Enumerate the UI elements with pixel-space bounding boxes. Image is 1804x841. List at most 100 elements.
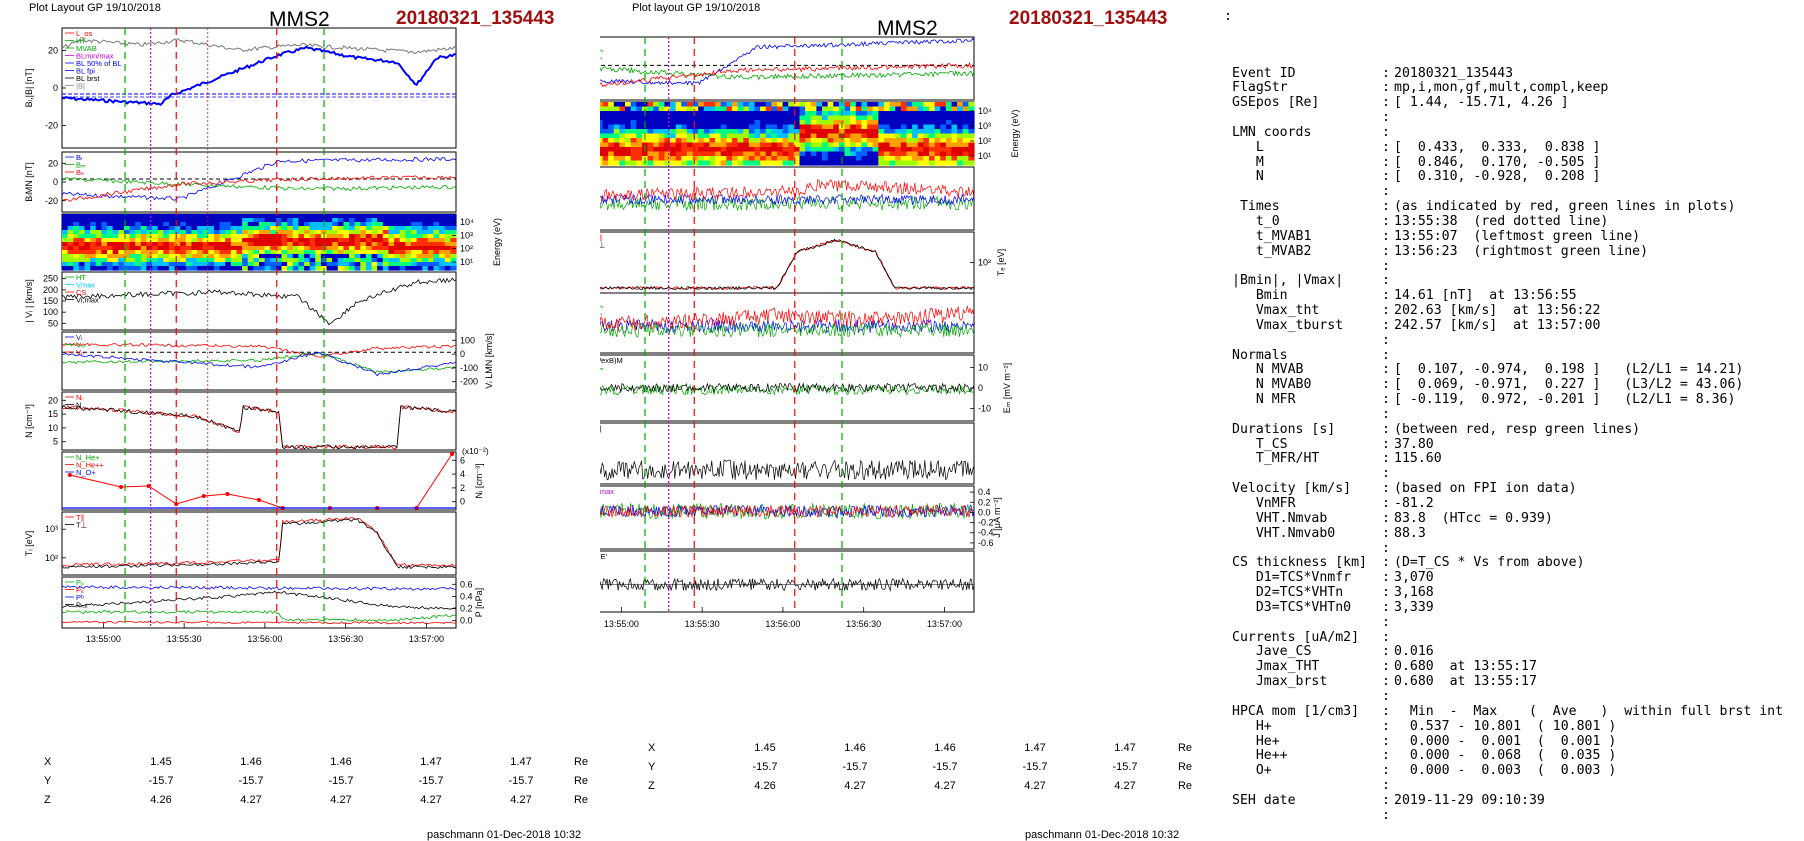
spectrogram-cell <box>365 242 373 247</box>
y-tick-label: -0.6 <box>978 538 994 548</box>
spectrogram-cell <box>427 234 435 239</box>
legend-entry: Vₗ <box>76 333 82 342</box>
spectrogram-cell <box>602 133 609 139</box>
spectrogram-cell <box>625 156 632 162</box>
middle-layout-label: Plot layout GP 19/10/2018 <box>632 2 761 14</box>
spectrogram-cell <box>951 147 958 153</box>
spectrogram-cell <box>422 230 429 235</box>
legend-entry: T∥ <box>76 513 84 522</box>
summary-key: Durations [s] <box>1232 421 1336 437</box>
spectrogram-cell <box>304 218 311 223</box>
spectrogram-cell <box>450 230 457 235</box>
spectrogram-cell <box>225 238 232 243</box>
spectrogram-cell <box>878 133 885 139</box>
y-tick-label: -0.4 <box>978 528 994 538</box>
he-point <box>146 484 151 488</box>
legend-entry: Vₘ <box>76 341 86 350</box>
spectrogram-cell <box>600 138 604 144</box>
spectrogram-cell <box>867 151 874 157</box>
spectrogram-cell <box>765 156 772 162</box>
spectrogram-cell <box>906 106 913 112</box>
spectrogram-cell <box>748 142 756 148</box>
spectrogram-cell <box>292 250 299 255</box>
spectrogram-cell <box>731 147 739 153</box>
spectrogram-cell <box>934 120 941 126</box>
spectrogram-cell <box>838 151 846 157</box>
spectrogram-cell <box>287 246 294 251</box>
spectrogram-cell <box>793 133 801 139</box>
panel-frame-ve <box>600 166 975 231</box>
spectrogram-cell <box>805 151 812 157</box>
left-ephemeris-table: X 1.45 1.46 1.46 1.47 1.47 Re Y -15.7 -15.7 -15.7-… <box>44 752 596 809</box>
spectrogram-cell <box>900 124 908 130</box>
spectrogram-cell <box>940 115 947 121</box>
spectrogram-cell <box>816 129 823 135</box>
spectrogram-cell <box>906 133 913 139</box>
summary-key: H+ <box>1232 718 1272 734</box>
ephem-value: 4.27 <box>420 793 442 806</box>
y-tick-label: 0.4 <box>978 487 991 497</box>
spectrogram-cell <box>343 242 350 247</box>
spectrogram-cell <box>230 254 238 259</box>
spectrogram-cell <box>236 234 243 239</box>
spectrogram-cell <box>107 242 114 247</box>
spectrogram-cell <box>681 138 688 144</box>
summary-value: 0.000 - 0.068 ( 0.035 ) <box>1394 748 1617 764</box>
spectrogram-cell <box>619 115 626 121</box>
spectrogram-cell <box>754 151 761 157</box>
ephem-value: 4.26 <box>754 779 776 792</box>
spectrogram-cell <box>191 238 198 243</box>
summary-corner: : <box>1224 9 1232 24</box>
spectrogram-cell <box>923 102 930 108</box>
spectrogram-cell <box>608 133 615 139</box>
spectrogram-cell <box>743 124 750 130</box>
spectrogram-cell <box>855 151 863 157</box>
spectrogram-cell <box>410 222 418 227</box>
spectrogram-cell <box>394 258 401 263</box>
spectrogram-cell <box>140 242 148 247</box>
spectrogram-cell <box>309 254 316 259</box>
spectrogram-cell <box>309 242 316 247</box>
middle-event-date: 20180321_135443 <box>1009 8 1168 29</box>
spectrogram-cell <box>427 214 435 219</box>
spectrogram-cell <box>833 147 840 153</box>
spectrogram-cell <box>777 160 784 166</box>
y-tick-label: 6 <box>460 455 465 465</box>
spectrogram-cell <box>157 230 164 235</box>
spectrogram-cell <box>326 262 333 267</box>
spectrogram-cell <box>928 106 936 112</box>
spectrogram-cell <box>608 156 615 162</box>
spectrogram-cell <box>647 138 654 144</box>
spectrogram-cell <box>416 238 423 243</box>
spectrogram-cell <box>101 266 108 271</box>
spectrogram-cell <box>332 226 339 231</box>
spectrogram-cell <box>653 111 660 117</box>
spectrogram-cell <box>163 230 170 235</box>
spectrogram-cell <box>923 142 930 148</box>
spectrogram-cell <box>337 242 345 247</box>
summary-colon: : <box>1382 570 1390 586</box>
spectrogram-cell <box>62 242 69 247</box>
spectrogram-cell <box>833 115 840 121</box>
spectrogram-cell <box>934 115 941 121</box>
spectrogram-cell <box>889 142 896 148</box>
spectrogram-cell <box>653 133 660 139</box>
y-axis-title: Energy (eV) <box>1010 109 1020 157</box>
spectrogram-cell <box>900 151 908 157</box>
spectrogram-cell <box>315 262 322 267</box>
spectrogram-cell <box>833 142 840 148</box>
spectrogram-cell <box>354 258 361 263</box>
spectrogram-cell <box>332 234 339 239</box>
spectrogram-cell <box>365 254 373 259</box>
y-tick-label: 250 <box>43 274 58 284</box>
spectrogram-cell <box>185 250 193 255</box>
spectrogram-cell <box>647 102 654 108</box>
spectrogram-cell <box>619 160 626 166</box>
spectrogram-cell <box>140 222 148 227</box>
spectrogram-cell <box>444 242 451 247</box>
spectrogram-cell <box>163 250 170 255</box>
ephem-value: -15.7 <box>148 774 174 787</box>
spectrogram-cell <box>247 222 254 227</box>
spectrogram-cell <box>731 151 739 157</box>
spectrogram-cell <box>95 262 102 267</box>
